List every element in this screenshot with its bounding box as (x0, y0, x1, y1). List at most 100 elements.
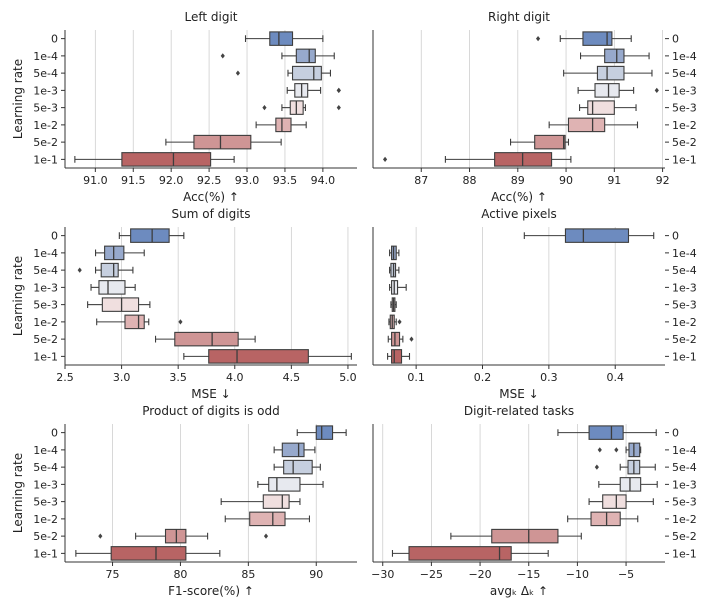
outlier-point (336, 105, 341, 111)
y-tick-label: 1e-1 (672, 350, 697, 363)
y-tick-label: 5e-4 (672, 67, 697, 80)
outlier-point (409, 336, 414, 342)
x-tick-label: −25 (420, 568, 443, 581)
y-tick-label: 1e-3 (33, 281, 58, 294)
x-tick-label: 0.4 (606, 371, 624, 384)
y-tick-label: 1e-3 (672, 478, 697, 491)
panel-2: 2.5 3.0 3.5 4.0 4.5 5.0 0 1e-4 5e-4 1e-3 5e-3 1e-2 5… (11, 207, 357, 401)
y-tick-label: 1e-1 (33, 350, 58, 363)
y-tick-label: 1e-2 (33, 119, 58, 132)
y-tick-label: 0 (672, 230, 679, 243)
box-0 (296, 425, 347, 440)
box-1e-1 (387, 349, 411, 364)
y-axis-label: Learning rate (11, 59, 25, 139)
outlier-point (397, 319, 402, 325)
box-iqr (588, 425, 624, 440)
box-iqr (315, 425, 334, 440)
box-0 (118, 228, 185, 243)
box-5e-3 (588, 494, 654, 509)
panel-title: Digit-related tasks (464, 404, 574, 418)
y-tick-label: 5e-3 (672, 299, 697, 312)
x-axis-label: avgₖ Δₖ ↑ (490, 584, 548, 598)
outlier-point (220, 53, 225, 59)
box-iqr (491, 528, 559, 544)
outlier-point (597, 447, 602, 453)
y-tick-label: 5e-3 (33, 299, 58, 312)
box-0 (557, 425, 657, 440)
y-tick-label: 5e-3 (33, 496, 58, 509)
box-iqr (391, 349, 403, 364)
x-axis-label: F1-score(%) ↑ (168, 584, 254, 598)
box-iqr (567, 117, 606, 133)
x-tick-label: −15 (517, 568, 540, 581)
box-1e-4 (95, 245, 145, 261)
y-tick-label: 0 (672, 427, 679, 440)
box-1e-2 (548, 117, 639, 133)
y-tick-label: 0 (51, 230, 58, 243)
box-1e-1 (391, 546, 549, 561)
box-iqr (291, 65, 322, 81)
y-tick-label: 1e-4 (33, 50, 58, 63)
y-tick-label: 5e-2 (672, 136, 697, 149)
box-iqr (124, 314, 145, 330)
box-1e-1 (74, 152, 235, 167)
box-5e-4 (77, 262, 134, 278)
box-5e-3 (87, 297, 151, 312)
x-tick-label: 2.5 (56, 371, 74, 384)
y-tick-label: 0 (51, 427, 58, 440)
box-iqr (110, 546, 187, 561)
box-1e-3 (90, 280, 136, 295)
box-1e-3 (389, 280, 407, 295)
x-tick-label: 0.3 (540, 371, 558, 384)
outlier-point (77, 267, 82, 273)
x-tick-label: 93.5 (273, 174, 298, 187)
x-tick-label: 91.0 (83, 174, 108, 187)
y-tick-label: 5e-4 (672, 461, 697, 474)
box-iqr (602, 494, 627, 509)
y-tick-label: 5e-2 (672, 530, 697, 543)
outlier-point (654, 87, 659, 93)
y-tick-label: 1e-4 (33, 247, 58, 260)
box-iqr (582, 31, 613, 46)
box-1e-1 (183, 349, 352, 364)
x-tick-label: 89 (511, 174, 525, 187)
x-tick-label: 92 (656, 174, 670, 187)
box-iqr (100, 262, 119, 278)
box-iqr (587, 100, 615, 115)
outlier-point (336, 87, 341, 93)
y-tick-label: 1e-4 (672, 50, 697, 63)
y-tick-label: 5e-3 (672, 102, 697, 115)
box-iqr (564, 228, 630, 243)
box-1e-3 (286, 83, 341, 98)
y-tick-label: 5e-2 (33, 136, 58, 149)
x-tick-label: 85 (241, 568, 255, 581)
y-tick-label: 1e-4 (672, 444, 697, 457)
y-axis-label: Learning rate (11, 256, 25, 336)
box-0 (523, 228, 655, 243)
box-iqr (295, 48, 316, 64)
x-tick-label: 91 (607, 174, 621, 187)
outlier-point (262, 105, 267, 111)
box-iqr (283, 459, 313, 475)
box-iqr (269, 31, 294, 46)
box-1e-4 (273, 442, 316, 458)
x-tick-label: 93.0 (235, 174, 260, 187)
panel-title: Left digit (185, 10, 238, 24)
outlier-point (594, 464, 599, 470)
box-iqr (391, 331, 401, 347)
y-tick-label: 1e-3 (672, 84, 697, 97)
x-tick-label: −20 (468, 568, 491, 581)
box-iqr (249, 511, 286, 527)
box-1e-2 (255, 117, 307, 133)
x-tick-label: −10 (566, 568, 589, 581)
y-tick-label: 1e-1 (33, 153, 58, 166)
box-1e-2 (224, 511, 311, 527)
box-1e-4 (597, 442, 642, 458)
x-tick-label: 88 (463, 174, 477, 187)
box-iqr (101, 297, 140, 312)
y-tick-label: 5e-4 (672, 264, 697, 277)
panel-0: 91.0 91.5 92.0 92.5 93.0 93.5 94.0 0 1e-4 5e-4 1e-… (11, 10, 357, 204)
y-tick-label: 1e-2 (33, 513, 58, 526)
outlier-point (535, 36, 541, 42)
